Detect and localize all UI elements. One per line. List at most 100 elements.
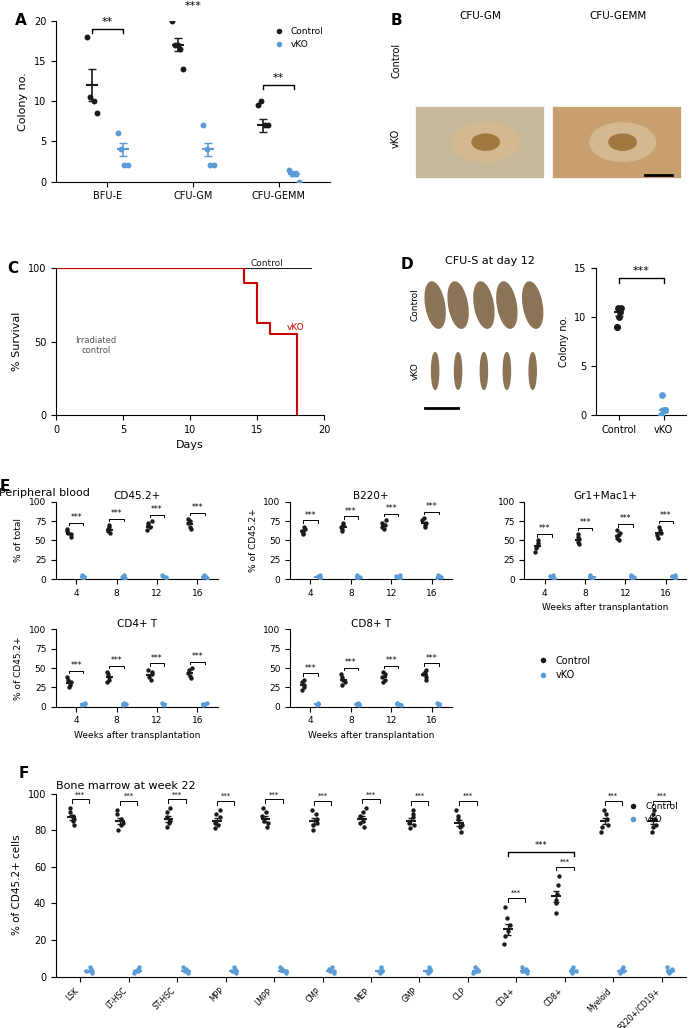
Point: [253, 97, 264, 113]
Point: [313, 696, 324, 712]
Point: [522, 964, 533, 981]
Point: [307, 802, 318, 818]
Point: [453, 807, 464, 823]
Text: ***: ***: [192, 503, 203, 512]
Point: [351, 567, 363, 584]
Point: [431, 695, 442, 711]
Point: [104, 517, 115, 534]
Text: ***: ***: [426, 654, 438, 663]
Point: [112, 125, 123, 142]
Point: [81, 29, 92, 45]
Bar: [552, 106, 680, 178]
Ellipse shape: [474, 282, 494, 328]
Point: [130, 963, 141, 980]
Point: [199, 695, 210, 711]
Point: [78, 567, 89, 584]
Point: [646, 823, 657, 840]
Text: ***: ***: [579, 518, 591, 527]
Point: [287, 166, 298, 182]
Point: [502, 923, 513, 940]
Point: [551, 895, 562, 912]
Circle shape: [609, 134, 636, 150]
Point: [420, 514, 431, 530]
Text: ***: ***: [172, 792, 182, 798]
Point: [336, 518, 347, 535]
Point: [391, 567, 402, 584]
Point: [298, 680, 309, 696]
Point: [565, 963, 576, 980]
Text: ***: ***: [345, 507, 356, 516]
Point: [323, 961, 335, 978]
Point: [78, 696, 89, 712]
Bar: [552, 186, 680, 259]
Point: [337, 520, 348, 537]
Point: [80, 695, 91, 711]
Point: [62, 520, 73, 537]
Text: ***: ***: [620, 514, 631, 523]
Point: [454, 818, 466, 835]
Point: [552, 877, 564, 893]
Point: [597, 818, 608, 835]
Point: [354, 568, 365, 585]
Point: [353, 695, 364, 711]
Point: [79, 695, 90, 711]
Point: [186, 520, 197, 537]
Point: [662, 963, 673, 980]
X-axis label: Weeks after transplantation: Weeks after transplantation: [74, 731, 200, 740]
Point: [614, 964, 625, 981]
Point: [573, 530, 584, 547]
Point: [328, 964, 339, 981]
Point: [404, 814, 415, 831]
Point: [174, 40, 186, 57]
Point: [102, 673, 113, 690]
Point: [568, 959, 579, 976]
Point: [181, 961, 192, 978]
Point: [117, 568, 128, 585]
Point: [185, 513, 196, 529]
Point: [656, 388, 667, 404]
Point: [160, 568, 172, 585]
Ellipse shape: [529, 353, 536, 390]
Point: [567, 964, 578, 981]
Point: [545, 567, 556, 584]
Point: [377, 514, 388, 530]
Text: ***: ***: [220, 794, 231, 799]
Point: [117, 814, 128, 831]
Point: [256, 807, 267, 823]
Point: [258, 800, 269, 816]
Point: [546, 568, 557, 585]
Point: [313, 695, 324, 711]
Text: ***: ***: [71, 513, 82, 522]
Point: [308, 822, 319, 839]
Point: [420, 519, 431, 536]
Point: [617, 963, 629, 980]
Point: [186, 660, 197, 676]
Point: [452, 811, 463, 828]
Point: [629, 568, 640, 585]
Point: [262, 814, 274, 831]
Point: [659, 402, 670, 418]
Point: [312, 811, 323, 828]
Point: [572, 528, 583, 545]
Point: [185, 667, 196, 684]
Point: [423, 964, 434, 981]
Point: [470, 959, 481, 976]
Point: [62, 671, 74, 688]
Title: CD45.2+: CD45.2+: [113, 491, 160, 501]
Point: [434, 567, 445, 584]
Point: [229, 963, 240, 980]
Point: [392, 695, 403, 711]
Point: [204, 157, 216, 174]
Point: [300, 520, 311, 537]
Point: [197, 117, 209, 134]
Point: [377, 669, 388, 686]
Point: [587, 570, 598, 586]
Point: [259, 117, 270, 134]
Point: [425, 961, 436, 978]
Point: [360, 800, 371, 816]
Point: [142, 522, 153, 539]
Point: [299, 671, 310, 688]
Point: [65, 673, 76, 690]
Point: [116, 141, 127, 157]
Text: B: B: [390, 12, 402, 28]
